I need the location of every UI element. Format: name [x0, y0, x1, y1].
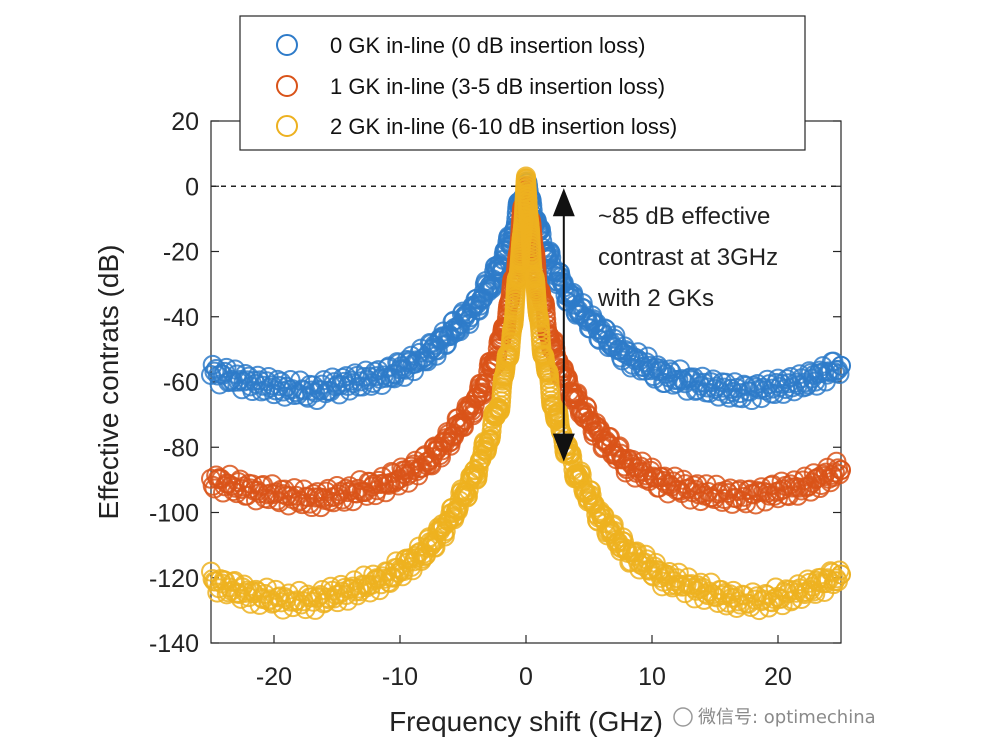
- data-point: [794, 584, 815, 605]
- wechat-icon: [673, 707, 693, 727]
- data-point: [371, 574, 392, 595]
- y-tick-label: -60: [163, 369, 199, 397]
- watermark-text: 微信号: optimechina: [698, 707, 876, 728]
- annotation-arrow-head-up: [552, 188, 575, 217]
- y-tick-label: -100: [149, 500, 199, 528]
- annotation-text-line-3: with 2 GKs: [597, 285, 714, 312]
- data-point: [831, 564, 851, 585]
- legend-marker-1gk: [276, 75, 298, 97]
- data-point: [209, 374, 230, 395]
- y-tick-label: -80: [163, 434, 199, 462]
- legend-label-1gk: 1 GK in-line (3-5 dB insertion loss): [330, 74, 665, 99]
- legend-label-0gk: 0 GK in-line (0 dB insertion loss): [330, 33, 645, 58]
- data-point: [238, 366, 259, 387]
- data-point: [831, 355, 851, 376]
- y-tick-label: -120: [149, 565, 199, 593]
- data-point: [581, 485, 602, 506]
- x-tick-label: 10: [638, 663, 666, 691]
- x-tick-label: 0: [519, 663, 533, 691]
- y-tick-label: -140: [149, 630, 199, 658]
- data-point: [435, 335, 456, 356]
- x-axis-label: Frequency shift (GHz): [389, 706, 663, 737]
- data-point: [463, 402, 484, 423]
- annotation-text-line-2: contrast at 3GHz: [598, 244, 778, 271]
- annotation-text-line-1: ~85 dB effective: [598, 203, 770, 230]
- y-tick-label: 0: [185, 173, 199, 201]
- y-axis-label: Effective contrats (dB): [93, 245, 124, 520]
- data-point: [215, 570, 236, 591]
- series-2: [201, 166, 851, 621]
- data-point: [226, 364, 247, 385]
- data-point: [829, 364, 850, 385]
- data-point: [249, 594, 270, 615]
- data-series: [201, 166, 851, 621]
- annotation-arrow: [552, 188, 575, 462]
- x-tick-label: -10: [382, 663, 418, 691]
- data-point: [267, 490, 288, 511]
- data-point: [468, 464, 488, 485]
- data-point: [271, 371, 292, 392]
- legend-box: [239, 15, 806, 151]
- watermark: 微信号: optimechina: [673, 707, 876, 728]
- data-point: [831, 460, 851, 481]
- legend: 0 GK in-line (0 dB insertion loss) 1 GK …: [239, 15, 806, 151]
- data-point: [664, 466, 685, 487]
- legend-label-2gk: 2 GK in-line (6-10 dB insertion loss): [330, 114, 677, 139]
- annotation-arrow-head-down: [552, 433, 575, 462]
- y-tick-label: -20: [163, 239, 199, 267]
- data-point: [820, 561, 841, 582]
- data-point: [739, 381, 760, 402]
- legend-marker-2gk: [276, 115, 298, 137]
- y-tick-label: -40: [163, 304, 199, 332]
- data-point: [457, 486, 478, 507]
- data-point: [730, 594, 751, 615]
- x-tick-label: -20: [256, 663, 292, 691]
- data-point: [295, 386, 316, 407]
- x-tick-label: 20: [764, 663, 792, 691]
- y-tick-label: 20: [171, 108, 199, 136]
- data-point: [657, 564, 678, 585]
- legend-marker-0gk: [276, 34, 298, 56]
